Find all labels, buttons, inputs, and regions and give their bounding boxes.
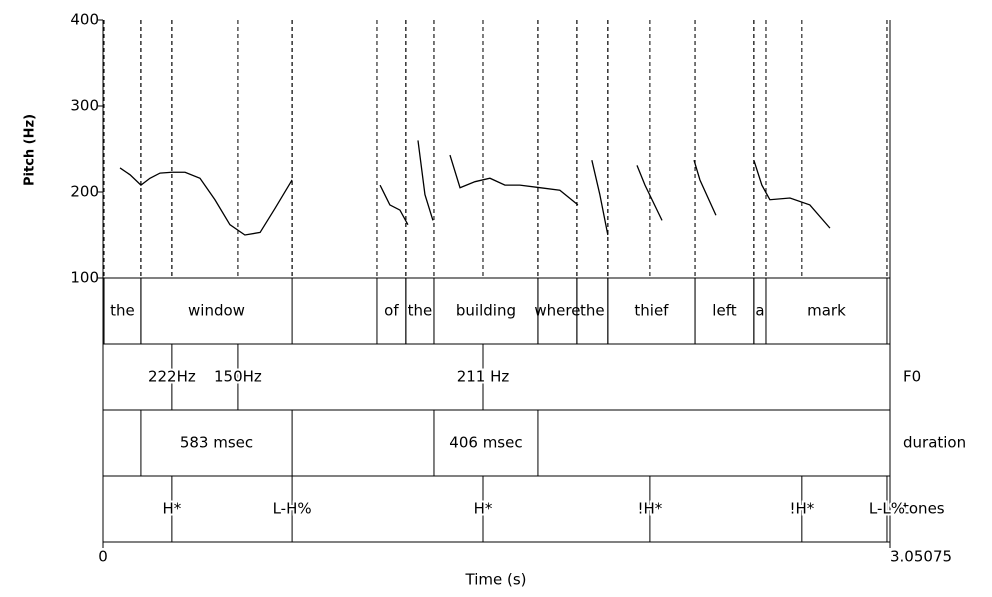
interval-label: 406 msec [449,434,522,452]
interval-label: 583 msec [180,434,253,452]
interval-label: the [580,302,605,320]
y-tick-label: 100 [70,269,99,287]
interval-label: a [755,302,764,320]
x-axis-label: Time (s) [465,571,527,589]
interval-label: thief [634,302,669,320]
y-tick-label: 400 [70,11,99,29]
tier-name: duration [903,434,966,452]
tier-name: F0 [903,368,921,386]
y-tick-label: 200 [70,183,99,201]
x-tick-label: 3.05075 [890,548,952,566]
point-label: 150Hz [214,368,262,386]
point-label: 211 Hz [457,368,510,386]
tier-name: tones [903,500,945,518]
interval-label: left [712,302,736,320]
point-label: H* [162,500,181,518]
x-tick-label: 0 [98,548,108,566]
point-label: !H* [789,500,814,518]
y-tick-label: 300 [70,97,99,115]
interval-label: window [188,302,245,320]
point-label: H* [474,500,493,518]
point-label: L-H% [273,500,312,518]
interval-label: mark [807,302,846,320]
interval-label: the [408,302,433,320]
pitch-contour [119,140,831,236]
point-label: 222Hz [148,368,196,386]
interval-label: where [534,302,580,320]
interval-label: the [110,302,135,320]
interval-label: building [456,302,516,320]
interval-label: of [384,302,399,320]
y-axis-label: Pitch (Hz) [23,114,38,186]
point-label: !H* [637,500,662,518]
point-label: L-L% [869,500,905,518]
